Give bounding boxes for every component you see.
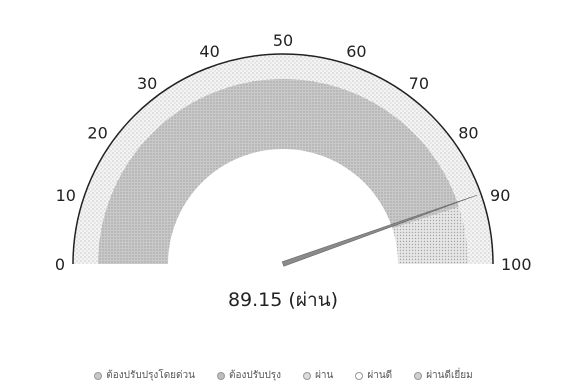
chart-legend: ต้องปรับปรุงโดยด่วน ต้องปรับปรุง ผ่าน ผ่านด…: [0, 368, 567, 383]
gauge-band-1: [98, 78, 459, 264]
tick-label-0: 0: [55, 255, 65, 274]
legend-swatch: [94, 371, 103, 380]
gauge-value-label: 89.15 (ผ่าน): [228, 289, 338, 311]
legend-label: ต้องปรับปรุง: [229, 370, 282, 381]
legend-swatch: [355, 371, 364, 380]
tick-label-50: 50: [273, 31, 293, 50]
legend-label: ต้องปรับปรุงโดยด่วน: [106, 370, 195, 381]
gauge-outer-arc: [72, 53, 494, 265]
legend-item-1: ต้องปรับปรุง: [217, 368, 281, 383]
legend-item-3: ผ่านดี: [355, 368, 392, 383]
legend-label: ผ่านดีเยี่ยม: [426, 370, 473, 381]
tick-label-90: 90: [490, 186, 510, 205]
tick-label-80: 80: [458, 123, 478, 142]
legend-item-4: ผ่านดีเยี่ยม: [414, 368, 473, 383]
gauge-tick-labels: 0 10 20 30 40 50 60 70 80 90 100: [55, 31, 532, 274]
tick-label-40: 40: [199, 42, 219, 61]
tick-label-30: 30: [137, 74, 157, 93]
gauge-band-2: [392, 206, 468, 264]
tick-label-70: 70: [409, 74, 429, 93]
legend-item-2: ผ่าน: [303, 368, 333, 383]
legend-swatch: [414, 371, 423, 380]
gauge-needle: [281, 194, 478, 267]
gauge-bands: [73, 54, 493, 264]
legend-label: ผ่าน: [315, 370, 334, 381]
legend-swatch: [303, 371, 312, 380]
gauge-needle-group: [281, 194, 478, 267]
tick-label-10: 10: [56, 186, 76, 205]
tick-label-100: 100: [501, 255, 532, 274]
tick-label-60: 60: [346, 42, 366, 61]
legend-item-0: ต้องปรับปรุงโดยด่วน: [94, 368, 195, 383]
tick-label-20: 20: [87, 123, 107, 142]
gauge-band-0: [73, 54, 493, 264]
legend-swatch: [217, 371, 225, 380]
legend-label: ผ่านดี: [367, 370, 393, 381]
